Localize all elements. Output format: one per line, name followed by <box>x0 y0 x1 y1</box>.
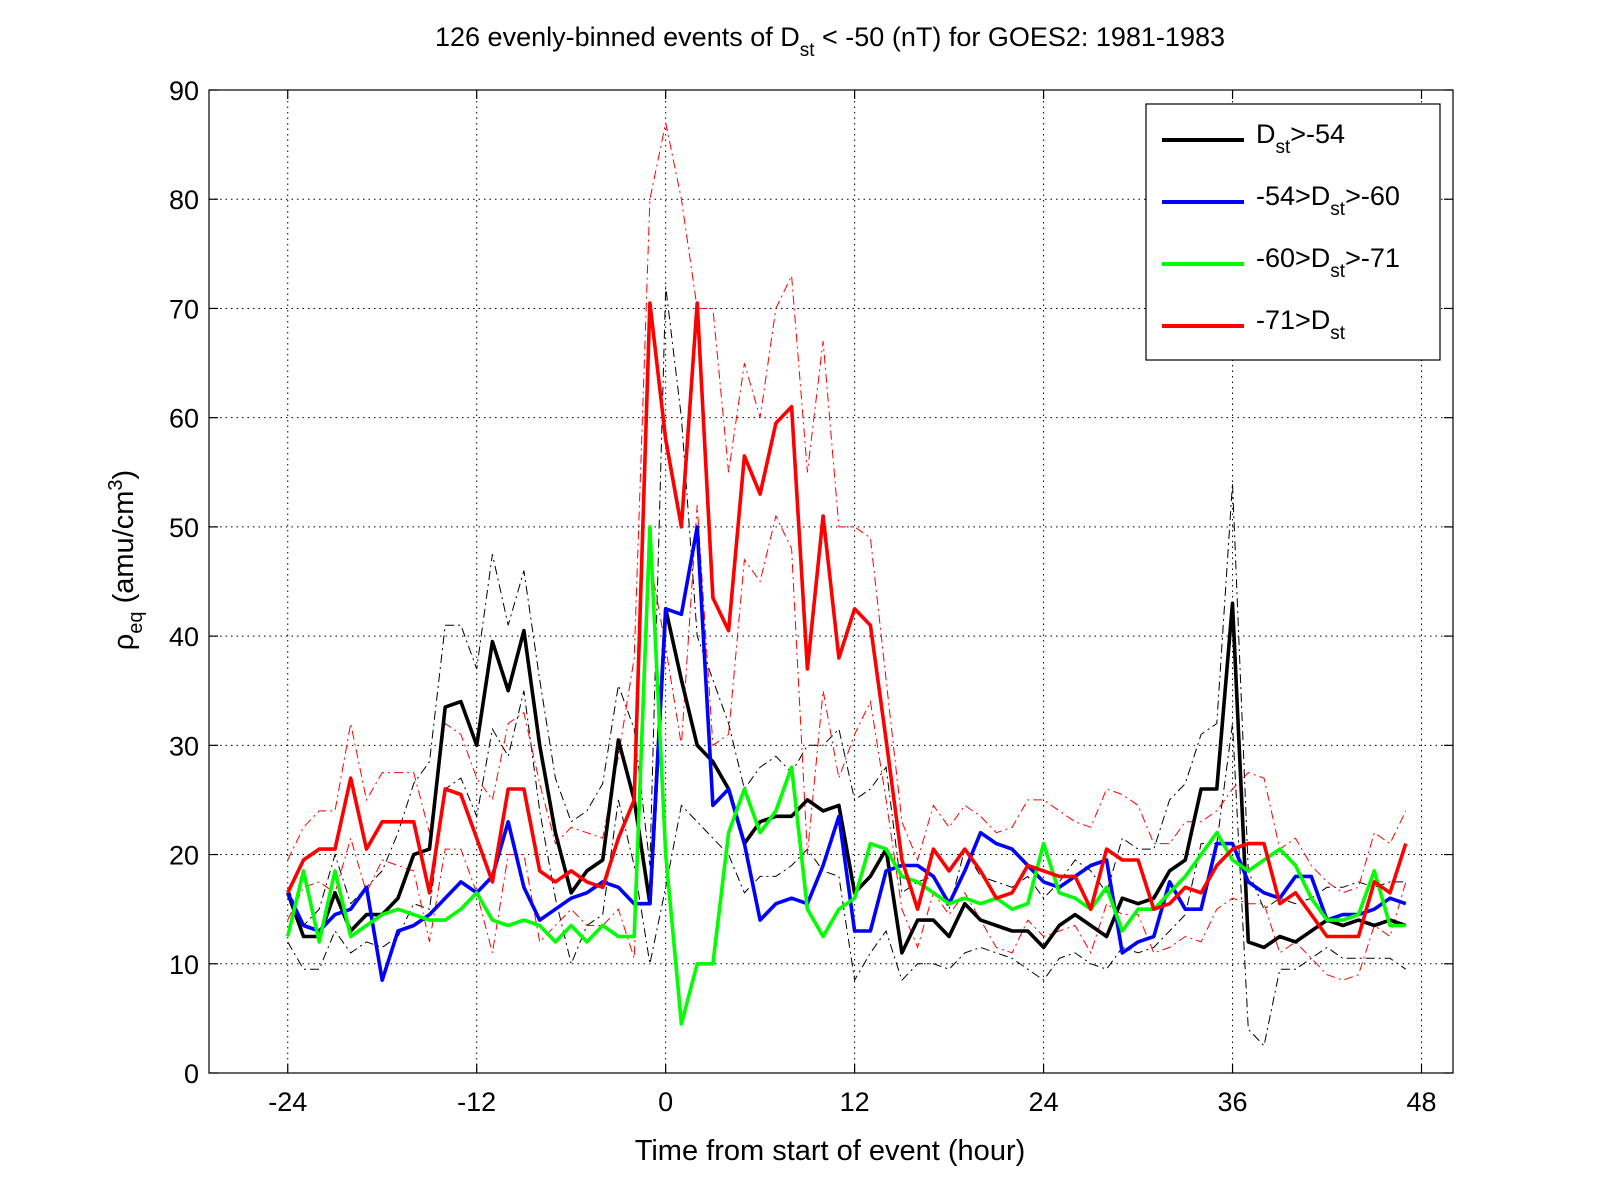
legend-label: Dst>-54 <box>1256 119 1345 158</box>
series-1-upper-envelope <box>287 286 1406 927</box>
series-4-lower-envelope <box>287 504 1407 981</box>
legend-label: -60>Dst>-71 <box>1256 243 1400 282</box>
y-tick-label: 70 <box>169 294 199 324</box>
y-axis-label: ρeq (amu/cm3) <box>105 470 147 650</box>
y-tick-label: 20 <box>169 841 199 871</box>
x-tick-label: 24 <box>1029 1087 1059 1117</box>
series-4-upper-envelope <box>287 122 1407 894</box>
x-tick-label: 12 <box>840 1087 870 1117</box>
series-2-line <box>286 525 1407 983</box>
series-4-line <box>286 301 1408 939</box>
x-tick-label: -24 <box>268 1087 307 1117</box>
series-1-line <box>286 601 1407 955</box>
x-tick-labels: -24 -12 0 12 24 36 48 <box>268 1087 1436 1117</box>
x-tick-label: 0 <box>658 1087 673 1117</box>
y-tick-label: 50 <box>169 513 199 543</box>
envelope-lines <box>287 122 1407 1047</box>
legend-label: -71>Dst <box>1256 305 1346 344</box>
legend: Dst>-54 -54>Dst>-60 -60>Dst>-71 -71>Dst <box>1145 103 1441 361</box>
x-axis-label: Time from start of event (hour) <box>635 1135 1026 1167</box>
series-1-lower-envelope <box>287 690 1407 1047</box>
axes-box <box>208 89 1454 1074</box>
legend-box <box>1145 103 1441 361</box>
y-tick-label: 0 <box>184 1059 199 1089</box>
ticks <box>209 89 1453 1074</box>
y-tick-label: 80 <box>169 185 199 215</box>
y-tick-label: 40 <box>169 622 199 652</box>
y-tick-label: 10 <box>169 950 199 980</box>
y-tick-label: 90 <box>169 76 199 106</box>
chart-title: 126 evenly-binned events of Dst < -50 (n… <box>435 22 1225 61</box>
y-tick-labels: 0 10 20 30 40 50 60 70 80 90 <box>169 76 199 1089</box>
series-lines <box>285 301 1408 1026</box>
legend-label: -54>Dst>-60 <box>1256 181 1400 220</box>
y-tick-label: 30 <box>169 731 199 761</box>
x-tick-label: 36 <box>1218 1087 1248 1117</box>
x-tick-label: -12 <box>457 1087 496 1117</box>
series-3-line <box>285 525 1406 1026</box>
y-tick-label: 60 <box>169 404 199 434</box>
x-tick-label: 48 <box>1406 1087 1436 1117</box>
